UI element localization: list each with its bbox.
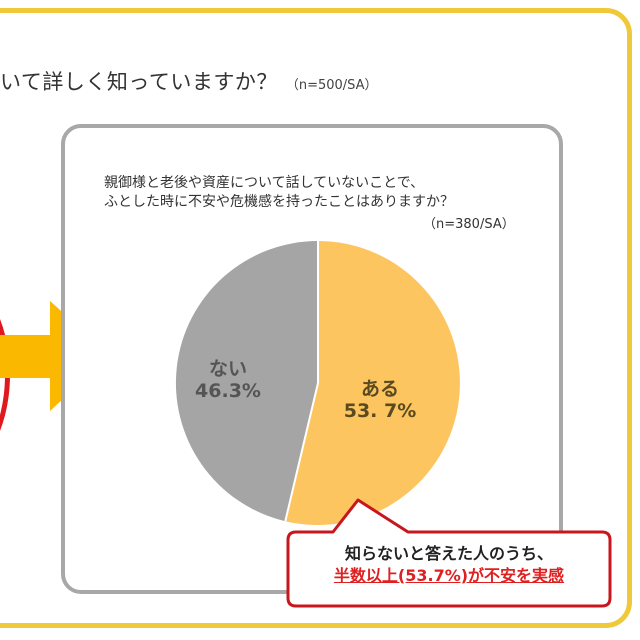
arrow-right-icon: [0, 301, 110, 411]
outer-frame: [0, 8, 632, 628]
slice-label-nai: ない 46.3%: [188, 358, 268, 402]
pie-chart: [175, 240, 460, 525]
sub-question-sample: （n=380/SA）: [423, 217, 515, 232]
pie-slice-aru[interactable]: [285, 241, 460, 525]
sub-question-line1: 親御様と老後や資産について話していないことで、: [104, 175, 425, 191]
sub-question-line2: ふとした時に不安や危機感を持ったことはありますか？: [104, 194, 454, 210]
callout-highlight: 半数以上(53.7%)が不安を実感: [333, 566, 565, 585]
slice-label-aru-value: 53. 7%: [343, 400, 417, 422]
main-question-sample: （n=500/SA）: [285, 78, 378, 93]
slice-label-nai-value: 46.3%: [195, 380, 261, 402]
slice-label-aru-category: ある: [360, 378, 399, 400]
callout-text: 知らないと答えた人のうち、 半数以上(53.7%)が不安を実感: [290, 543, 608, 587]
callout-line1: 知らないと答えた人のうち、: [344, 544, 553, 563]
slice-label-nai-category: ない: [208, 358, 247, 380]
main-question-text: いて詳しく知っていますか？: [0, 70, 278, 94]
slice-label-aru: ある 53. 7%: [340, 378, 420, 422]
pie-slice-nai[interactable]: [175, 240, 318, 522]
main-question: いて詳しく知っていますか？ （n=500/SA）: [0, 66, 378, 96]
sub-question: 親御様と老後や資産について話していないことで、 ふとした時に不安や危機感を持った…: [104, 174, 454, 212]
